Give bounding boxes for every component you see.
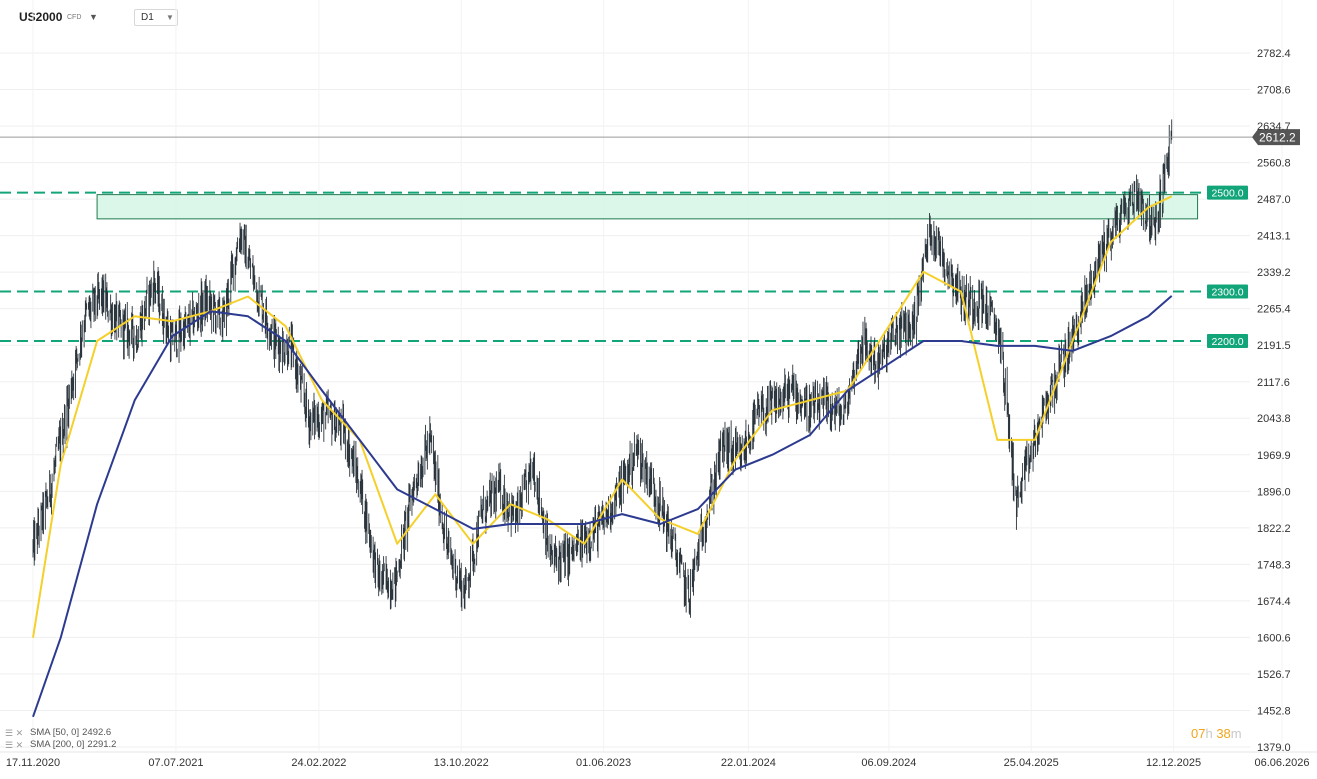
legend-label: SMA [200, 0] — [30, 739, 85, 750]
resistance-zone — [96, 194, 1199, 220]
countdown-hours-unit: h — [1205, 726, 1213, 741]
price-tick-label: 2117.6 — [1257, 377, 1290, 389]
date-tick-label: 25.04.2025 — [1004, 757, 1059, 769]
legend-item-sma200[interactable]: ☰ ✕ SMA [200, 0] 2291.2 — [5, 739, 116, 751]
level-tag — [1207, 334, 1248, 349]
price-tick-label: 1674.4 — [1257, 596, 1291, 608]
price-axis: 2782.4 2708.6 2634.7 2560.8 2487.0 2413.1 2339… — [1257, 48, 1291, 754]
last-price-line-layer: 2612.2 — [0, 129, 1300, 146]
date-tick-label: 01.06.2023 — [576, 757, 631, 769]
symbol-name[interactable]: US2000 — [19, 10, 63, 24]
last-price-tag — [1252, 129, 1300, 146]
date-tick-label: 22.01.2024 — [721, 757, 776, 769]
countdown-minutes-unit: m — [1230, 726, 1242, 741]
legend-label: SMA [50, 0] — [30, 727, 80, 738]
level-tag-label: 2500.0 — [1211, 188, 1243, 200]
price-tick-label: 2634.7 — [1257, 121, 1291, 133]
price-tick-label: 2560.8 — [1257, 158, 1291, 170]
price-tick-label: 1452.8 — [1257, 706, 1291, 718]
price-tick-label: 2782.4 — [1257, 48, 1291, 60]
price-tick-label: 2413.1 — [1257, 231, 1291, 243]
price-tick-label: 2265.4 — [1257, 304, 1291, 316]
price-tick-label: 2043.8 — [1257, 413, 1291, 425]
date-tick-label: 06.06.2026 — [1254, 757, 1309, 769]
price-tick-label: 1969.9 — [1257, 450, 1291, 462]
chevron-down-icon[interactable]: ▼ — [89, 12, 98, 22]
date-axis: 17.11.2020 07.07.2021 24.02.2022 13.10.2022… — [0, 751, 1317, 769]
indicator-legend: ☰ ✕ SMA [50, 0] 2492.6 ☰ ✕ SMA [200, 0] … — [5, 727, 116, 751]
price-tick-label: 1600.6 — [1257, 632, 1291, 644]
resistance-zone-layer — [96, 194, 1199, 220]
price-tick-label: 2487.0 — [1257, 194, 1291, 206]
price-tick-label: 2191.5 — [1257, 340, 1291, 352]
candlestick-layer — [32, 119, 1173, 618]
sma200-line — [32, 295, 1173, 718]
date-tick-label: 17.11.2020 — [6, 757, 60, 769]
date-tick-label: 07.07.2021 — [148, 757, 203, 769]
list-icon[interactable]: ☰ ✕ — [5, 728, 24, 738]
price-tick-label: 2708.6 — [1257, 84, 1291, 96]
countdown-hours: 07 — [1191, 726, 1206, 741]
legend-value: 2291.2 — [87, 739, 117, 750]
date-tick-label: 24.02.2022 — [291, 757, 346, 769]
price-tick-label: 1748.3 — [1257, 559, 1291, 571]
price-tick-label: 1526.7 — [1257, 669, 1291, 681]
level-lines-layer: 2500.0 2300.0 2200.0 — [0, 185, 1248, 349]
date-tick-label: 06.09.2024 — [861, 757, 916, 769]
level-tag — [1207, 284, 1248, 299]
timeframe-label: D1 — [141, 12, 154, 23]
price-tick-label: 2339.2 — [1257, 267, 1291, 279]
date-tick-label: 12.12.2025 — [1146, 757, 1201, 769]
level-tag — [1207, 185, 1248, 200]
sma50-line — [32, 195, 1173, 638]
level-tag-label: 2200.0 — [1211, 336, 1243, 348]
moving-averages-layer — [32, 195, 1173, 718]
timeframe-select[interactable]: D1 ▼ — [134, 9, 178, 26]
legend-value: 2492.6 — [82, 727, 112, 738]
date-tick-label: 13.10.2022 — [434, 757, 489, 769]
level-tag-label: 2300.0 — [1211, 287, 1243, 299]
chart-toolbar: US2000 CFD ▼ D1 ▼ — [0, 0, 1317, 34]
legend-item-sma50[interactable]: ☰ ✕ SMA [50, 0] 2492.6 — [5, 727, 116, 739]
symbol-type-badge: CFD — [67, 14, 82, 21]
last-price-label: 2612.2 — [1259, 131, 1296, 145]
price-tick-label: 1379.0 — [1257, 742, 1291, 754]
price-tick-label: 1896.0 — [1257, 486, 1291, 498]
candle-countdown: 07h 38m — [1191, 726, 1242, 741]
chevron-down-icon: ▼ — [166, 13, 174, 22]
list-icon[interactable]: ☰ ✕ — [5, 740, 24, 750]
price-tick-label: 1822.2 — [1257, 523, 1291, 535]
countdown-minutes: 38 — [1216, 726, 1231, 741]
chart-grid — [0, 0, 1283, 751]
